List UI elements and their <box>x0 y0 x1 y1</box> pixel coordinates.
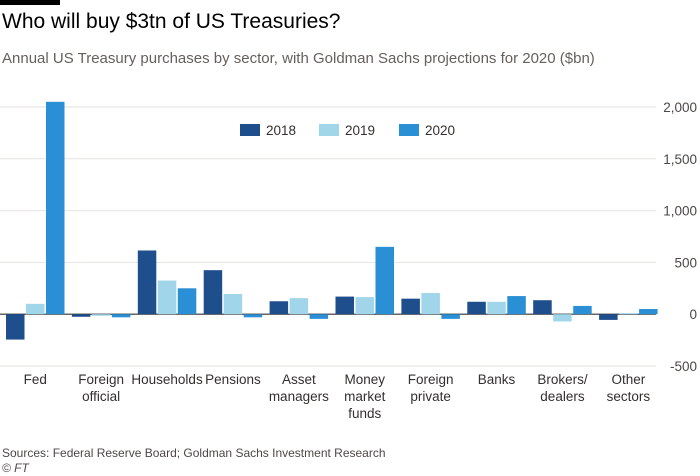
bar-2019 <box>223 293 243 315</box>
legend-label: 2020 <box>425 123 455 138</box>
category-label: Pensions <box>205 372 261 387</box>
category-label: official <box>82 389 120 404</box>
category-label: market <box>344 389 386 404</box>
category-label: dealers <box>540 389 585 404</box>
bar-2019 <box>355 297 374 315</box>
category-label: Foreign <box>408 372 454 387</box>
bar-2019 <box>157 280 177 315</box>
bar-2018 <box>401 298 420 315</box>
category-label: managers <box>269 389 329 404</box>
bar-2020 <box>111 314 131 318</box>
bar-2018 <box>335 296 354 315</box>
legend-label: 2018 <box>266 123 296 138</box>
y-tick-label: 1,000 <box>663 204 697 219</box>
bar-2018 <box>269 301 289 315</box>
category-label: Asset <box>282 372 316 387</box>
bar-2019 <box>289 298 309 315</box>
legend-swatch-2019 <box>319 124 339 136</box>
bar-2018 <box>71 314 91 317</box>
y-tick-label: 500 <box>674 255 697 270</box>
bar-2020 <box>177 288 197 315</box>
source-note: Sources: Federal Reserve Board; Goldman … <box>2 446 386 460</box>
chart-subtitle: Annual US Treasury purchases by sector, … <box>2 50 595 67</box>
category-label: funds <box>348 406 381 421</box>
y-tick-label: 0 <box>689 307 697 322</box>
legend-swatch-2018 <box>240 124 260 136</box>
bar-2020 <box>639 309 658 315</box>
bar-2018 <box>533 300 552 315</box>
bar-2019 <box>619 313 638 315</box>
category-label: Foreign <box>78 372 124 387</box>
category-label: Money <box>344 372 385 387</box>
bar-2020 <box>243 314 263 318</box>
bar-2018 <box>137 250 157 315</box>
bar-2020 <box>573 305 592 315</box>
ft-credit: © FT <box>2 461 29 475</box>
bar-2020 <box>507 296 526 315</box>
y-tick-label: 1,500 <box>663 152 697 167</box>
bar-2019 <box>91 314 111 316</box>
bar-chart: -500 0 500 1,000 1,500 2,000 Fed Foreign officia… <box>0 100 697 421</box>
bar-2019 <box>487 301 506 315</box>
bar-2020 <box>441 314 460 319</box>
bar-2019 <box>26 303 45 315</box>
category-label: Other <box>611 372 645 387</box>
bar-2020 <box>309 314 329 319</box>
bar-2019 <box>421 292 440 315</box>
bar-2018 <box>6 314 25 340</box>
category-label: Brokers/ <box>537 372 588 387</box>
bar-2018 <box>467 301 486 315</box>
category-label: Banks <box>478 372 516 387</box>
bar-2018 <box>599 314 618 320</box>
category-label: private <box>410 389 451 404</box>
category-label: Fed <box>24 372 47 387</box>
bar-2019 <box>553 314 572 322</box>
legend-swatch-2020 <box>399 124 419 136</box>
bar-2018 <box>203 270 223 315</box>
bar-2020 <box>375 246 394 315</box>
category-label: Households <box>131 372 203 387</box>
y-tick-label: -500 <box>670 359 697 374</box>
chart-title: Who will buy $3tn of US Treasuries? <box>2 10 341 33</box>
ft-top-bar <box>0 0 60 5</box>
category-label: sectors <box>607 389 651 404</box>
y-tick-label: 2,000 <box>663 100 697 115</box>
legend-label: 2019 <box>345 123 375 138</box>
bar-2020 <box>46 101 65 315</box>
